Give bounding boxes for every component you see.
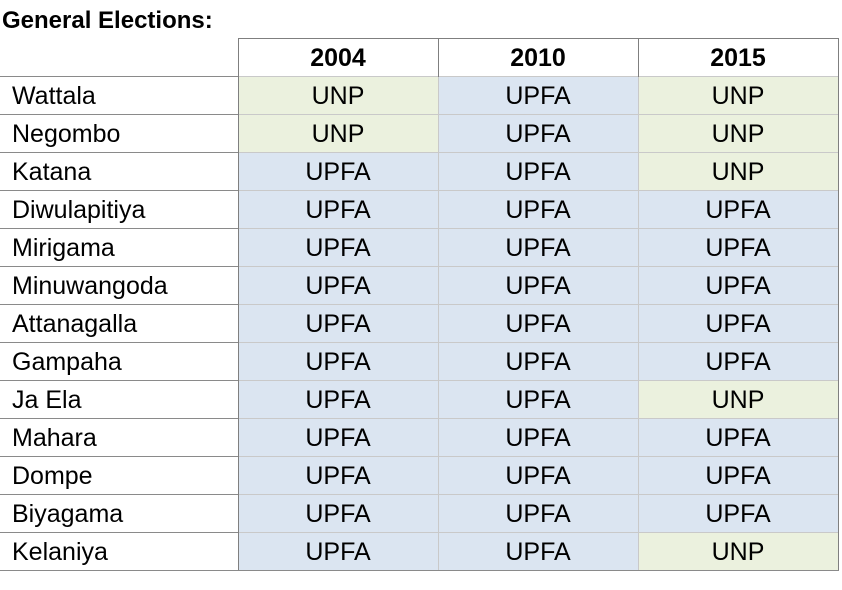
year-header: 2004 bbox=[237, 38, 439, 77]
year-header: 2015 bbox=[637, 38, 839, 77]
result-cell: UNP bbox=[637, 114, 839, 153]
electorate-name: Ja Ela bbox=[0, 380, 239, 419]
table-row: Mahara UPFA UPFA UPFA bbox=[0, 418, 839, 457]
electorate-name: Mahara bbox=[0, 418, 239, 457]
result-cell: UPFA bbox=[437, 494, 639, 533]
result-cell: UPFA bbox=[637, 456, 839, 495]
result-cell: UPFA bbox=[637, 228, 839, 267]
result-cell: UPFA bbox=[237, 342, 439, 381]
result-cell: UPFA bbox=[237, 380, 439, 419]
page-title: General Elections: bbox=[2, 7, 213, 34]
result-cell: UPFA bbox=[237, 266, 439, 305]
result-cell: UPFA bbox=[237, 190, 439, 229]
result-cell: UPFA bbox=[237, 456, 439, 495]
result-cell: UPFA bbox=[237, 494, 439, 533]
table-row: Biyagama UPFA UPFA UPFA bbox=[0, 494, 839, 533]
table-row: Minuwangoda UPFA UPFA UPFA bbox=[0, 266, 839, 305]
result-cell: UPFA bbox=[237, 304, 439, 343]
result-cell: UPFA bbox=[437, 418, 639, 457]
result-cell: UNP bbox=[637, 76, 839, 115]
result-cell: UPFA bbox=[237, 418, 439, 457]
header-row: 2004 2010 2015 bbox=[0, 38, 839, 77]
corner-cell bbox=[0, 38, 239, 77]
result-cell: UPFA bbox=[637, 494, 839, 533]
result-cell: UPFA bbox=[437, 380, 639, 419]
result-cell: UPFA bbox=[237, 532, 439, 571]
electorate-name: Attanagalla bbox=[0, 304, 239, 343]
table-row: Dompe UPFA UPFA UPFA bbox=[0, 456, 839, 495]
result-cell: UPFA bbox=[437, 342, 639, 381]
table-row: Ja Ela UPFA UPFA UNP bbox=[0, 380, 839, 419]
result-cell: UPFA bbox=[637, 304, 839, 343]
result-cell: UPFA bbox=[437, 228, 639, 267]
result-cell: UPFA bbox=[237, 228, 439, 267]
electorate-name: Gampaha bbox=[0, 342, 239, 381]
result-cell: UPFA bbox=[237, 152, 439, 191]
table-row: Attanagalla UPFA UPFA UPFA bbox=[0, 304, 839, 343]
electorate-name: Dompe bbox=[0, 456, 239, 495]
result-cell: UNP bbox=[637, 380, 839, 419]
result-cell: UNP bbox=[637, 532, 839, 571]
electorate-name: Kelaniya bbox=[0, 532, 239, 571]
electorate-name: Biyagama bbox=[0, 494, 239, 533]
result-cell: UPFA bbox=[637, 190, 839, 229]
result-cell: UNP bbox=[237, 114, 439, 153]
table-row: Diwulapitiya UPFA UPFA UPFA bbox=[0, 190, 839, 229]
electorate-name: Diwulapitiya bbox=[0, 190, 239, 229]
result-cell: UPFA bbox=[437, 304, 639, 343]
result-cell: UPFA bbox=[637, 418, 839, 457]
table-row: Katana UPFA UPFA UNP bbox=[0, 152, 839, 191]
result-cell: UPFA bbox=[437, 114, 639, 153]
electorate-name: Mirigama bbox=[0, 228, 239, 267]
table-row: Gampaha UPFA UPFA UPFA bbox=[0, 342, 839, 381]
election-results-table: 2004 2010 2015 Wattala UNP UPFA UNP Negombo U… bbox=[0, 38, 839, 571]
year-header: 2010 bbox=[437, 38, 639, 77]
result-cell: UPFA bbox=[637, 342, 839, 381]
table-row: Kelaniya UPFA UPFA UNP bbox=[0, 532, 839, 571]
table-row: Negombo UNP UPFA UNP bbox=[0, 114, 839, 153]
table-row: Wattala UNP UPFA UNP bbox=[0, 76, 839, 115]
result-cell: UPFA bbox=[437, 532, 639, 571]
result-cell: UPFA bbox=[437, 152, 639, 191]
table-row: Mirigama UPFA UPFA UPFA bbox=[0, 228, 839, 267]
result-cell: UPFA bbox=[437, 190, 639, 229]
electorate-name: Wattala bbox=[0, 76, 239, 115]
result-cell: UPFA bbox=[437, 266, 639, 305]
result-cell: UPFA bbox=[637, 266, 839, 305]
electorate-name: Katana bbox=[0, 152, 239, 191]
result-cell: UPFA bbox=[437, 76, 639, 115]
result-cell: UNP bbox=[237, 76, 439, 115]
electorate-name: Negombo bbox=[0, 114, 239, 153]
result-cell: UNP bbox=[637, 152, 839, 191]
electorate-name: Minuwangoda bbox=[0, 266, 239, 305]
result-cell: UPFA bbox=[437, 456, 639, 495]
